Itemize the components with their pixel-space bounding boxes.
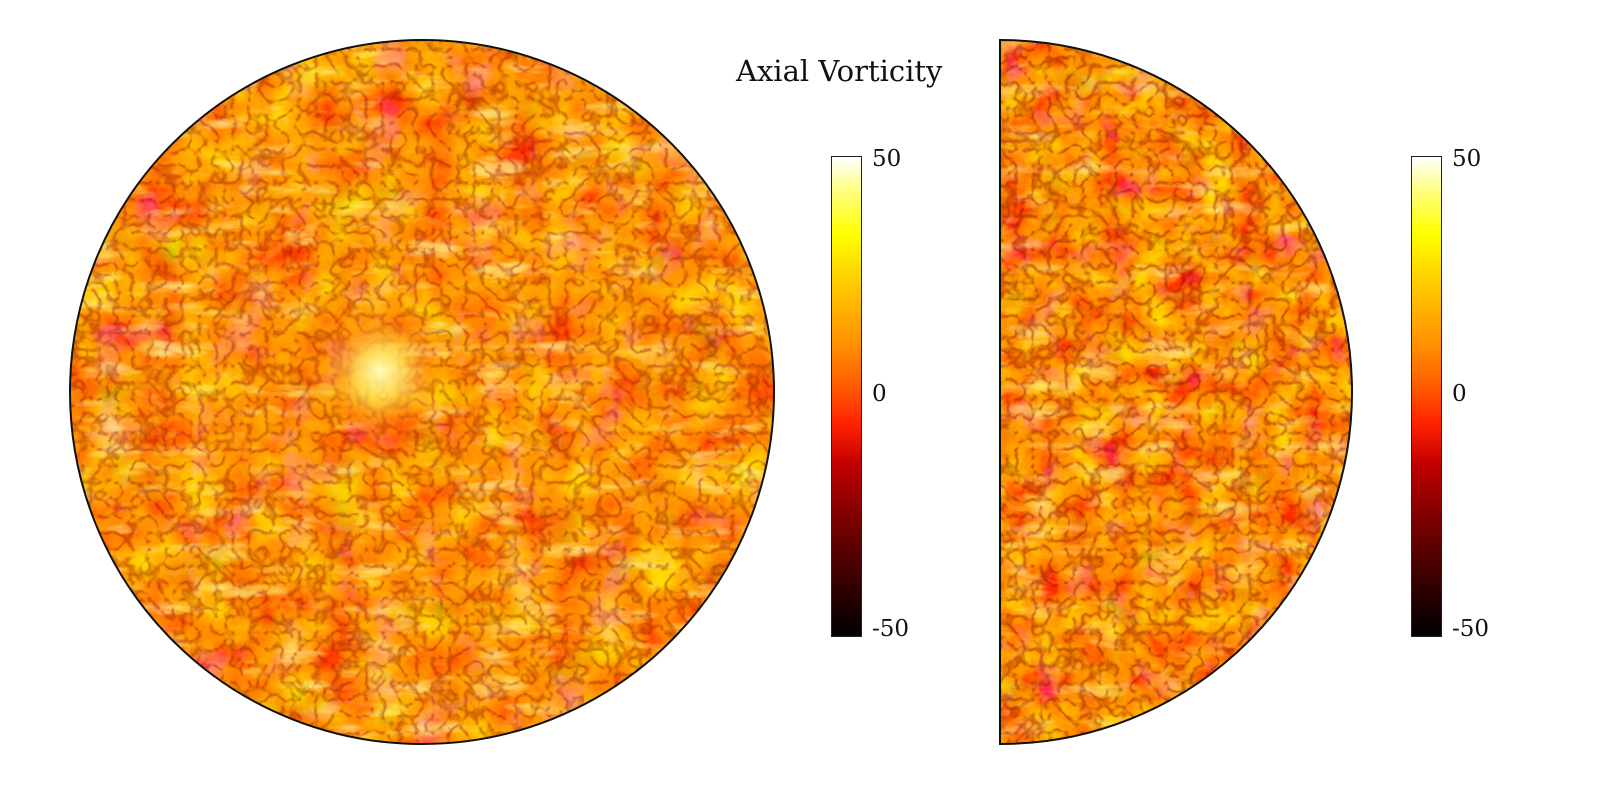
half-disk-vorticity-field: [1000, 40, 1352, 744]
colorbar-left-gradient: [832, 157, 861, 636]
colorbar-left-min-label: -50: [872, 616, 910, 642]
colorbar-right-gradient: [1412, 157, 1441, 636]
full-disk-outline: [69, 39, 775, 745]
figure-title: Axial Vorticity: [736, 54, 943, 88]
colorbar-left-mid-label: 0: [872, 381, 887, 407]
colorbar-right-mid-label: 0: [1452, 381, 1467, 407]
colorbar-right: [1411, 156, 1442, 637]
colorbar-left-max-label: 50: [872, 146, 902, 172]
full-disk-vorticity-field: [70, 40, 774, 744]
colorbar-right-max-label: 50: [1452, 146, 1482, 172]
half-disk-outline: [999, 38, 1353, 746]
colorbar-left: [831, 156, 862, 637]
colorbar-right-min-label: -50: [1452, 616, 1490, 642]
